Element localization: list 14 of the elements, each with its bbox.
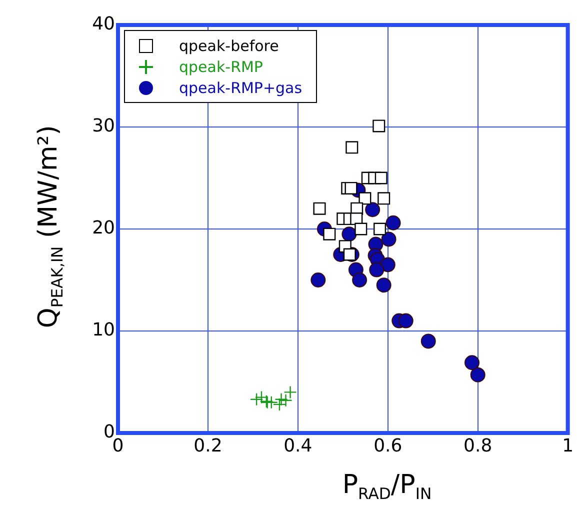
y-tick-label: 40 [92, 14, 115, 35]
y-tick-label: 0 [104, 422, 115, 443]
x-tick-label: 1 [562, 435, 574, 456]
y-tick-label: 10 [92, 320, 115, 341]
x-tick-label: 0.2 [194, 435, 222, 456]
x-tick-label: 0.4 [284, 435, 312, 456]
x-tick-label: 0.8 [464, 435, 492, 456]
y-tick-label: 30 [92, 116, 115, 137]
x-tick-label: 0.6 [374, 435, 402, 456]
x-axis-title: P$_{RAD}$/P$_{IN}$ [341, 470, 433, 504]
legend-label: qpeak-before [179, 36, 279, 54]
legend-label: qpeak-RMP [179, 58, 263, 76]
legend-label: qpeak-RMP+gas [179, 78, 302, 96]
y-tick-label: 20 [92, 218, 115, 239]
